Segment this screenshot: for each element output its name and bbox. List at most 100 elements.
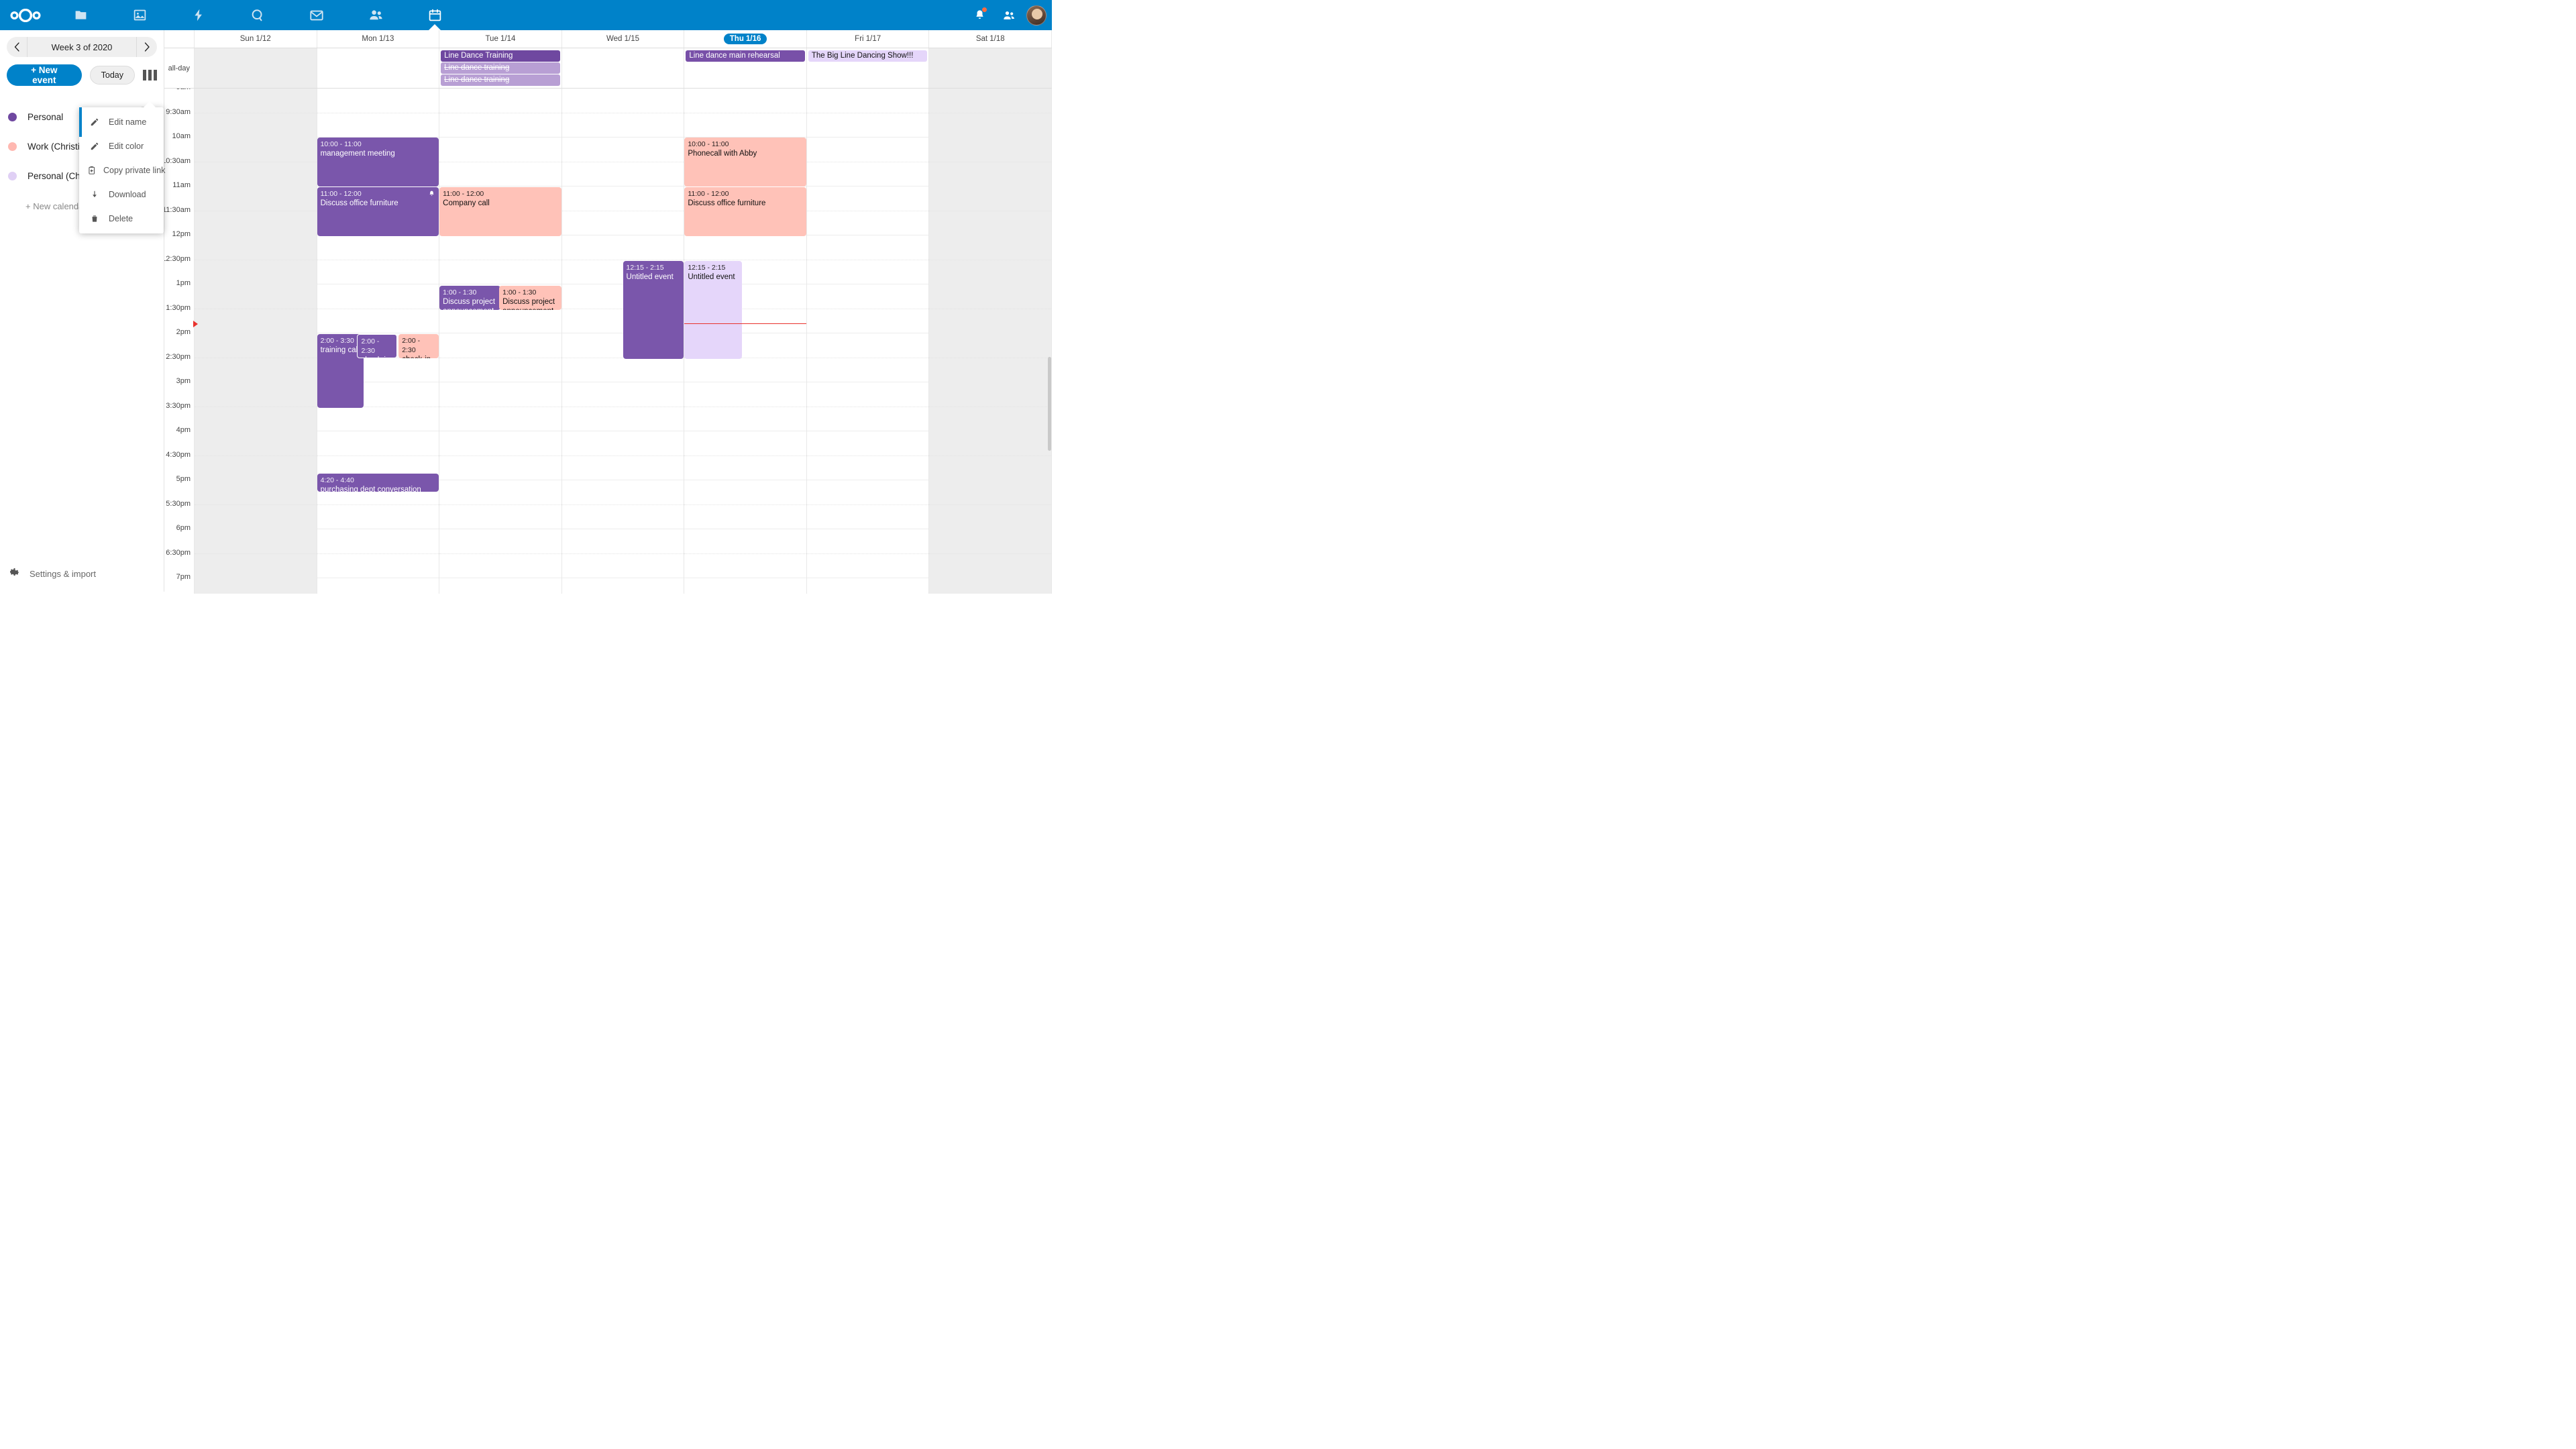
all-day-event[interactable]: Line dance main rehearsal — [686, 50, 805, 62]
time-label: 4pm — [174, 426, 191, 434]
time-grid-scroll[interactable]: 9am 9:30am 10am 10:30am 11am 11:30am 12pm 12:30… — [164, 89, 1052, 594]
menu-item-edit-color[interactable]: Edit color — [79, 134, 164, 158]
calendar-event[interactable]: 2:00 - 2:30check-in — [398, 334, 439, 358]
event-title: management meeting — [320, 150, 395, 158]
nav-mail[interactable] — [287, 0, 346, 30]
menu-item-label: Delete — [109, 214, 133, 223]
time-slot-13: 3:30pm — [164, 401, 195, 431]
chevron-right-icon[interactable] — [137, 37, 157, 57]
time-label: 6:30pm — [164, 548, 191, 557]
nav-calendar[interactable] — [405, 0, 464, 30]
grid-line — [439, 138, 561, 162]
nav-activity[interactable] — [169, 0, 228, 30]
settings-and-import-button[interactable]: Settings & import — [0, 561, 164, 586]
contacts-menu-button[interactable] — [994, 0, 1024, 30]
nav-files[interactable] — [51, 0, 110, 30]
grid-line — [439, 113, 561, 138]
pencil-icon — [87, 142, 102, 151]
day-header-6[interactable]: Sat 1/18 — [929, 30, 1053, 48]
all-day-event[interactable]: The Big Line Dancing Show!!! — [808, 50, 928, 62]
day-column-0[interactable] — [195, 89, 317, 594]
time-axis: 9am 9:30am 10am 10:30am 11am 11:30am 12pm 12:30… — [164, 89, 195, 594]
clipboard-link-icon — [87, 166, 97, 175]
calendar-event[interactable]: 10:00 - 11:00 Phonecall with Abby — [684, 138, 806, 186]
day-header-0[interactable]: Sun 1/12 — [195, 30, 317, 48]
calendar-event[interactable]: 2:00 - 3:30 training call — [317, 334, 364, 408]
event-time: 10:00 - 11:00 — [320, 140, 362, 148]
calendar-event[interactable]: 11:00 - 12:00 Discuss office furniture — [317, 187, 439, 236]
day-header-1[interactable]: Mon 1/13 — [317, 30, 440, 48]
new-event-button[interactable]: + New event — [7, 64, 82, 86]
calendar-event[interactable]: 2:00 - 2:30check-in — [357, 334, 398, 358]
day-column-3[interactable]: 12:15 - 2:15 Untitled event — [561, 89, 685, 594]
grid-line — [806, 260, 929, 284]
all-day-cell-4[interactable]: Line dance main rehearsal — [684, 48, 807, 88]
grid-line — [439, 162, 561, 186]
all-day-event[interactable]: Line dance training — [441, 62, 560, 74]
day-columns: 10:00 - 11:00 management meeting 11:00 - 1… — [193, 89, 1052, 594]
all-day-event[interactable]: Line Dance Training — [441, 50, 560, 62]
time-slot-20: 7pm — [164, 573, 195, 594]
calendar-event[interactable]: 11:00 - 12:00 Company call — [439, 187, 561, 236]
week-view-icon[interactable] — [143, 70, 157, 80]
all-day-cell-5[interactable]: The Big Line Dancing Show!!! — [807, 48, 930, 88]
chevron-left-icon[interactable] — [7, 37, 27, 57]
day-column-6[interactable] — [929, 89, 1052, 594]
calendar-event[interactable]: 11:00 - 12:00 Discuss office furniture — [684, 187, 806, 236]
nav-contacts[interactable] — [346, 0, 405, 30]
calendar-event[interactable]: 4:20 - 4:40 purchasing dept conversation — [317, 474, 439, 492]
day-column-4[interactable]: 12:15 - 2:15 Untitled event 10:00 - 11:00 P… — [684, 89, 807, 594]
calendar-event[interactable]: 10:00 - 11:00 management meeting — [317, 138, 439, 186]
day-header-4[interactable]: Thu 1/16 — [684, 30, 807, 48]
nav-search[interactable] — [228, 0, 287, 30]
menu-item-download[interactable]: Download — [79, 182, 164, 207]
calendar-event[interactable]: 12:15 - 2:15 Untitled event — [684, 261, 742, 359]
grid-line — [317, 284, 439, 309]
day-column-5[interactable] — [806, 89, 930, 594]
grid-line — [561, 529, 684, 554]
nav-photos[interactable] — [110, 0, 169, 30]
grid-line — [439, 554, 561, 578]
day-header-2[interactable]: Tue 1/14 — [439, 30, 562, 48]
time-label: 10:30am — [164, 156, 191, 165]
vertical-scrollbar[interactable] — [1048, 357, 1051, 451]
new-calendar-button[interactable]: + New calendar — [25, 201, 87, 211]
calendar-view: Sun 1/12 Mon 1/13 Tue 1/14 Wed 1/15 Thu 1/16… — [164, 30, 1053, 594]
grid-line — [561, 382, 684, 407]
day-column-1[interactable]: 10:00 - 11:00 management meeting 11:00 - 1… — [317, 89, 440, 594]
grid-line — [561, 235, 684, 260]
calendar-item-personal-shared[interactable]: Personal (Christi — [0, 161, 164, 191]
day-column-2[interactable]: 11:00 - 12:00 Company call 1:00 - 1:30 Disc… — [439, 89, 562, 594]
all-day-cell-3[interactable] — [562, 48, 685, 88]
menu-item-edit-name[interactable]: Edit name — [79, 110, 164, 134]
grid-line — [929, 113, 1052, 138]
time-label: 9:30am — [164, 107, 191, 116]
avatar[interactable] — [1026, 5, 1046, 25]
grid-line — [317, 578, 439, 594]
all-day-cell-1[interactable] — [317, 48, 440, 88]
calendar-event[interactable]: 12:15 - 2:15 Untitled event — [623, 261, 684, 359]
grid-line — [195, 505, 317, 529]
grid-line — [317, 505, 439, 529]
grid-line — [684, 480, 806, 505]
all-day-cell-6[interactable] — [929, 48, 1053, 88]
nextcloud-logo-icon[interactable] — [8, 5, 43, 25]
grid-line — [317, 431, 439, 456]
menu-item-copy-private-link[interactable]: Copy private link — [79, 158, 165, 182]
day-header-5[interactable]: Fri 1/17 — [807, 30, 930, 48]
header-gutter — [164, 30, 195, 48]
grid-line — [317, 480, 439, 505]
grid-line — [195, 235, 317, 260]
time-slot-14: 4pm — [164, 426, 195, 456]
all-day-cell-0[interactable] — [195, 48, 317, 88]
all-day-cell-2[interactable]: Line Dance Training Line dance training Li… — [439, 48, 562, 88]
grid-line — [195, 260, 317, 284]
menu-item-delete[interactable]: Delete — [79, 207, 164, 231]
all-day-event[interactable]: Line dance training — [441, 74, 560, 86]
today-button[interactable]: Today — [89, 66, 135, 85]
day-header-label: Sun 1/12 — [239, 35, 271, 43]
day-header-3[interactable]: Wed 1/15 — [562, 30, 685, 48]
notifications-button[interactable] — [965, 0, 994, 30]
